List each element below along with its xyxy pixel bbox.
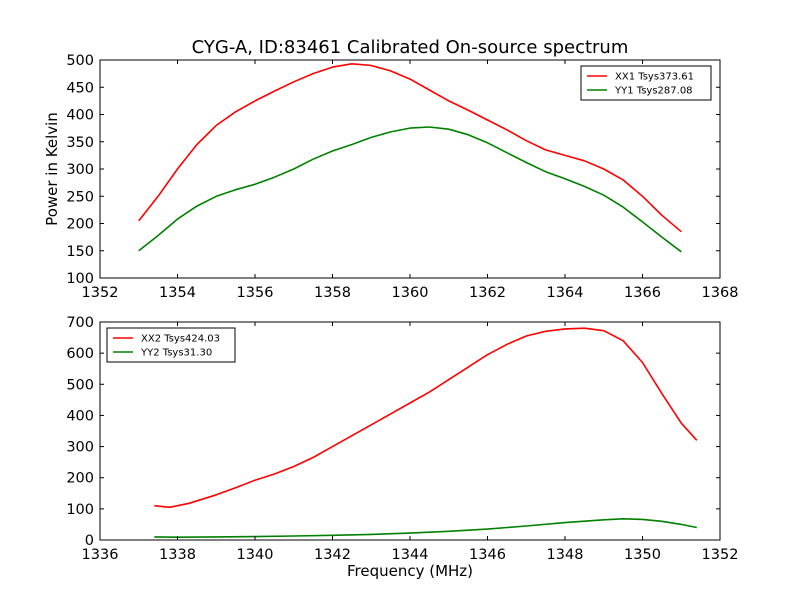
legend-entry: YY2 Tsys31.30 xyxy=(140,348,212,359)
x-tick-label: 1356 xyxy=(237,285,274,301)
series-line-1-2 xyxy=(138,126,682,253)
y-tick-label: 350 xyxy=(66,135,94,151)
series-line-1-1 xyxy=(138,62,682,233)
y-tick-label: 600 xyxy=(66,346,94,362)
legend: XX2 Tsys424.03 YY2 Tsys31.30 xyxy=(106,327,236,363)
y-tick-label: 150 xyxy=(66,244,94,260)
x-tick-label: 1358 xyxy=(314,285,351,301)
legend: XX1 Tsys373.61 YY1 Tsys287.08 xyxy=(580,65,712,101)
y-tick-label: 400 xyxy=(66,408,94,424)
y-tick-label: 0 xyxy=(85,533,94,549)
y-tick-label: 400 xyxy=(66,108,94,124)
y-tick-label: 700 xyxy=(66,315,94,331)
legend-entry: XX2 Tsys424.03 xyxy=(141,334,220,345)
y-tick-label: 500 xyxy=(66,377,94,393)
x-tick-label: 1352 xyxy=(702,547,739,563)
series-line-2-1 xyxy=(154,327,698,509)
x-tick-label: 1364 xyxy=(547,285,584,301)
y-tick-label: 100 xyxy=(66,271,94,287)
x-tick-label: 1366 xyxy=(624,285,661,301)
y-tick-label: 500 xyxy=(66,53,94,69)
x-tick-label: 1346 xyxy=(469,547,506,563)
x-tick-label: 1344 xyxy=(392,547,429,563)
x-tick-label: 1348 xyxy=(547,547,584,563)
y-tick-label: 200 xyxy=(66,217,94,233)
x-tick-label: 1340 xyxy=(237,547,274,563)
x-tick-label: 1352 xyxy=(82,285,119,301)
y-tick-label: 300 xyxy=(66,162,94,178)
legend-entry: XX1 Tsys373.61 xyxy=(615,72,694,83)
x-tick-label: 1342 xyxy=(314,547,351,563)
y-axis-label: Power in Kelvin xyxy=(43,112,61,226)
x-tick-label: 1368 xyxy=(702,285,739,301)
x-tick-label: 1362 xyxy=(469,285,506,301)
series-line-2-2 xyxy=(154,517,697,539)
x-tick-label: 1338 xyxy=(159,547,196,563)
y-tick-label: 300 xyxy=(66,440,94,456)
x-tick-label: 1360 xyxy=(392,285,429,301)
x-tick-label: 1336 xyxy=(82,547,119,563)
y-tick-label: 100 xyxy=(66,502,94,518)
legend-box xyxy=(580,65,712,101)
y-tick-label: 450 xyxy=(66,80,94,96)
y-tick-label: 200 xyxy=(66,471,94,487)
chart-panel-2: 1336 1338 1340 1342 1344 1346 1348 1350 1352 0 100… xyxy=(66,315,738,580)
chart-title: CYG-A, ID:83461 Calibrated On-source spe… xyxy=(192,37,629,58)
legend-entry: YY1 Tsys287.08 xyxy=(614,86,693,97)
chart-panel-1: 1352 1354 1356 1358 1360 1362 1364 1366 1368 100 1… xyxy=(43,53,738,301)
x-axis-label: Frequency (MHz) xyxy=(347,562,473,580)
x-tick-label: 1350 xyxy=(624,547,661,563)
x-tick-label: 1354 xyxy=(159,285,196,301)
legend-box xyxy=(106,327,236,363)
y-tick-label: 250 xyxy=(66,189,94,205)
